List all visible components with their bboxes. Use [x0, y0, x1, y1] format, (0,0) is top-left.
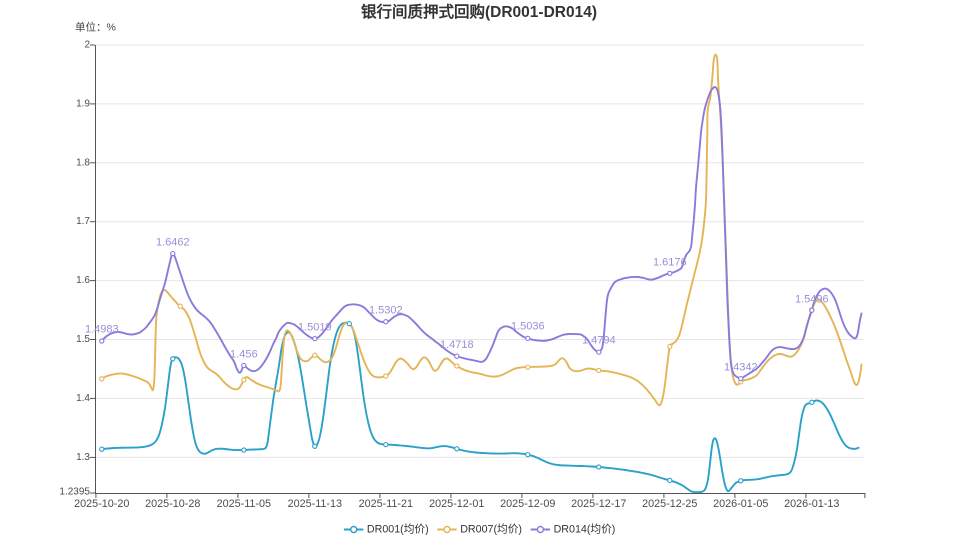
svg-text:2026-01-05: 2026-01-05 [713, 498, 768, 510]
svg-text:1.7: 1.7 [76, 216, 90, 227]
svg-text:1.5036: 1.5036 [511, 320, 545, 332]
svg-text:1.5019: 1.5019 [298, 321, 332, 333]
svg-text:2025-11-13: 2025-11-13 [288, 498, 342, 510]
svg-text:2025-12-09: 2025-12-09 [500, 498, 555, 510]
svg-text:2026-01-13: 2026-01-13 [784, 498, 839, 510]
svg-text:1.5: 1.5 [76, 334, 90, 345]
svg-text:2025-12-01: 2025-12-01 [429, 498, 484, 510]
svg-text:2025-12-17: 2025-12-17 [571, 498, 626, 510]
svg-text:银行间质押式回购(DR001-DR014): 银行间质押式回购(DR001-DR014) [361, 2, 597, 21]
svg-text:1.4794: 1.4794 [582, 335, 616, 347]
svg-text:2: 2 [84, 40, 90, 51]
svg-text:1.456: 1.456 [230, 349, 258, 361]
svg-text:1.5496: 1.5496 [795, 293, 829, 305]
svg-text:1.6462: 1.6462 [156, 236, 190, 248]
svg-text:2025-11-05: 2025-11-05 [217, 498, 271, 510]
svg-text:1.4: 1.4 [76, 393, 90, 404]
svg-text:1.6: 1.6 [76, 275, 90, 286]
svg-text:1.4342: 1.4342 [724, 361, 758, 373]
svg-text:2025-11-21: 2025-11-21 [359, 498, 413, 510]
svg-text:1.9: 1.9 [76, 98, 90, 109]
svg-text:2025-10-28: 2025-10-28 [145, 498, 200, 510]
svg-text:1.6176: 1.6176 [653, 257, 687, 269]
svg-text:2025-12-25: 2025-12-25 [642, 498, 697, 510]
svg-text:2025-10-20: 2025-10-20 [74, 498, 129, 510]
svg-text:单位：%: 单位：% [75, 21, 116, 34]
svg-text:DR007(均价): DR007(均价) [460, 524, 522, 536]
svg-text:1.4718: 1.4718 [440, 339, 474, 351]
svg-text:DR014(均价): DR014(均价) [554, 524, 616, 536]
svg-text:1.8: 1.8 [76, 157, 90, 168]
svg-text:1.5302: 1.5302 [369, 305, 403, 317]
svg-text:1.2395: 1.2395 [59, 487, 90, 498]
svg-text:1.4983: 1.4983 [85, 324, 119, 336]
svg-text:DR001(均价): DR001(均价) [367, 524, 429, 536]
svg-text:1.3: 1.3 [76, 452, 90, 463]
